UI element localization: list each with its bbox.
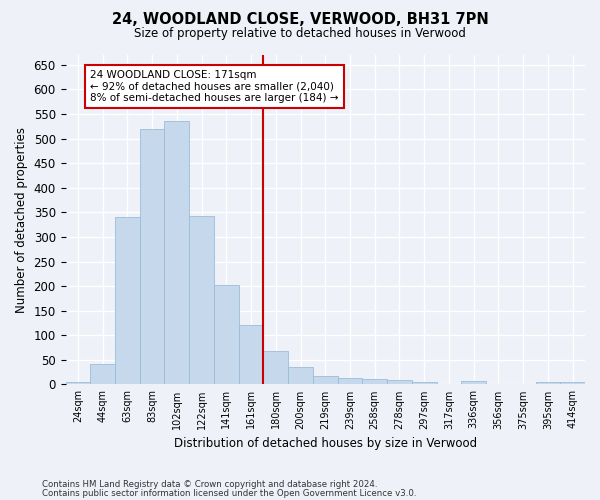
Bar [65, 382, 90, 384]
Bar [164, 122, 189, 384]
Bar [461, 382, 486, 384]
Bar [239, 326, 263, 384]
Bar [115, 218, 140, 384]
Bar [560, 382, 585, 384]
Text: 24, WOODLAND CLOSE, VERWOOD, BH31 7PN: 24, WOODLAND CLOSE, VERWOOD, BH31 7PN [112, 12, 488, 26]
Text: 24 WOODLAND CLOSE: 171sqm
← 92% of detached houses are smaller (2,040)
8% of sem: 24 WOODLAND CLOSE: 171sqm ← 92% of detac… [90, 70, 339, 103]
Text: Size of property relative to detached houses in Verwood: Size of property relative to detached ho… [134, 28, 466, 40]
Bar [140, 129, 164, 384]
Bar [387, 380, 412, 384]
Bar [536, 382, 560, 384]
Bar [362, 378, 387, 384]
Text: Contains HM Land Registry data © Crown copyright and database right 2024.: Contains HM Land Registry data © Crown c… [42, 480, 377, 489]
Bar [313, 376, 338, 384]
Bar [214, 284, 239, 384]
Text: Contains public sector information licensed under the Open Government Licence v3: Contains public sector information licen… [42, 488, 416, 498]
Bar [338, 378, 362, 384]
Bar [412, 382, 437, 384]
Bar [189, 216, 214, 384]
X-axis label: Distribution of detached houses by size in Verwood: Distribution of detached houses by size … [174, 437, 477, 450]
Bar [263, 352, 288, 384]
Bar [90, 364, 115, 384]
Y-axis label: Number of detached properties: Number of detached properties [15, 126, 28, 312]
Bar [288, 366, 313, 384]
